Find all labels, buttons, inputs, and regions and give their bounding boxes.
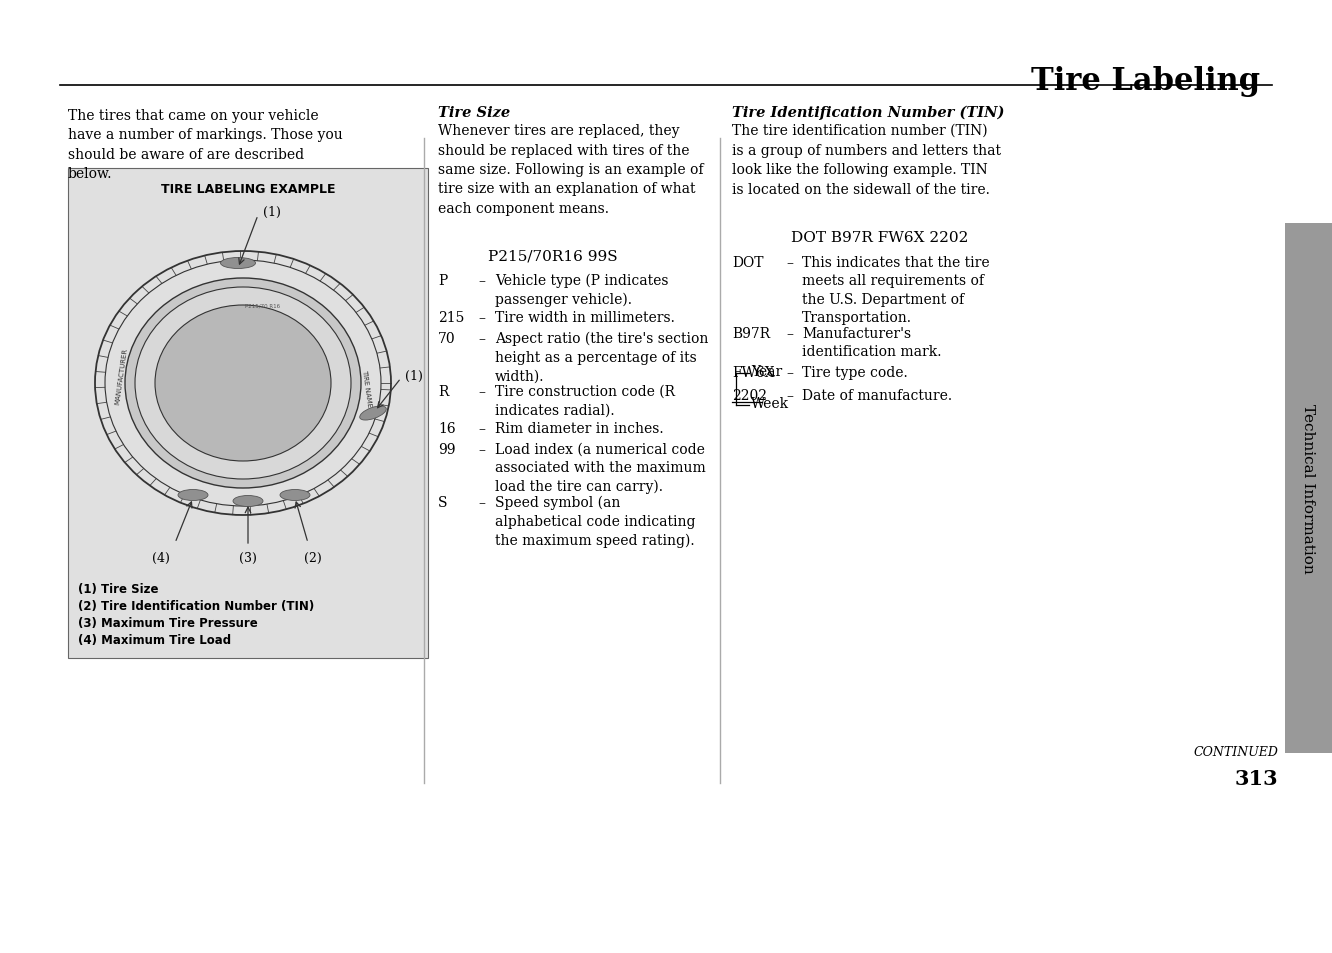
Text: –: – xyxy=(478,496,485,510)
Text: –: – xyxy=(786,255,793,270)
Text: 313: 313 xyxy=(1235,768,1277,788)
Ellipse shape xyxy=(360,407,386,420)
Text: (2) Tire Identification Number (TIN): (2) Tire Identification Number (TIN) xyxy=(79,599,314,613)
Text: –: – xyxy=(786,366,793,379)
Text: TIRE LABELING EXAMPLE: TIRE LABELING EXAMPLE xyxy=(161,183,336,195)
Text: 99: 99 xyxy=(438,442,456,456)
Text: 215: 215 xyxy=(438,311,465,325)
Text: Tire Labeling: Tire Labeling xyxy=(1031,66,1260,97)
Text: P215/70 R16: P215/70 R16 xyxy=(245,303,281,308)
Text: –: – xyxy=(786,389,793,402)
Text: P: P xyxy=(438,274,448,288)
Text: Tire type code.: Tire type code. xyxy=(802,366,907,379)
Text: The tires that came on your vehicle
have a number of markings. Those you
should : The tires that came on your vehicle have… xyxy=(68,109,342,181)
Ellipse shape xyxy=(233,496,262,507)
Ellipse shape xyxy=(155,306,330,461)
Text: Manufacturer's
identification mark.: Manufacturer's identification mark. xyxy=(802,327,942,359)
Text: (3) Maximum Tire Pressure: (3) Maximum Tire Pressure xyxy=(79,617,258,629)
Text: S: S xyxy=(438,496,448,510)
Text: 16: 16 xyxy=(438,421,456,436)
Text: –: – xyxy=(478,311,485,325)
Text: –: – xyxy=(478,332,485,346)
Text: (3): (3) xyxy=(238,552,257,564)
Ellipse shape xyxy=(135,288,352,479)
Bar xyxy=(68,169,428,659)
Text: Tire width in millimeters.: Tire width in millimeters. xyxy=(496,311,675,325)
Text: The tire identification number (TIN)
is a group of numbers and letters that
look: The tire identification number (TIN) is … xyxy=(733,124,1002,196)
Text: –: – xyxy=(478,442,485,456)
Text: Speed symbol (an
alphabetical code indicating
the maximum speed rating).: Speed symbol (an alphabetical code indic… xyxy=(496,496,695,547)
Text: R: R xyxy=(438,385,449,398)
Text: Vehicle type (P indicates
passenger vehicle).: Vehicle type (P indicates passenger vehi… xyxy=(496,274,669,307)
Text: (4): (4) xyxy=(152,552,170,564)
Text: Whenever tires are replaced, they
should be replaced with tires of the
same size: Whenever tires are replaced, they should… xyxy=(438,124,703,215)
Text: This indicates that the tire
meets all requirements of
the U.S. Department of
Tr: This indicates that the tire meets all r… xyxy=(802,255,990,325)
Text: B97R: B97R xyxy=(733,327,770,340)
Text: –: – xyxy=(478,274,485,288)
Text: FW6X: FW6X xyxy=(733,366,774,379)
Text: (1): (1) xyxy=(405,369,422,382)
Ellipse shape xyxy=(125,278,361,489)
Text: Date of manufacture.: Date of manufacture. xyxy=(802,389,952,402)
Text: –: – xyxy=(478,385,485,398)
Text: Tire Identification Number (TIN): Tire Identification Number (TIN) xyxy=(733,106,1004,120)
Text: –: – xyxy=(478,421,485,436)
Text: DOT B97R FW6X 2202: DOT B97R FW6X 2202 xyxy=(791,231,968,245)
Text: Tire construction code (R
indicates radial).: Tire construction code (R indicates radi… xyxy=(496,385,675,417)
Text: CONTINUED: CONTINUED xyxy=(1193,745,1277,759)
Text: 70: 70 xyxy=(438,332,456,346)
Text: Rim diameter in inches.: Rim diameter in inches. xyxy=(496,421,663,436)
Ellipse shape xyxy=(221,258,256,269)
Text: Tire Size: Tire Size xyxy=(438,106,510,120)
Text: MANUFACTURER: MANUFACTURER xyxy=(115,347,128,404)
Text: Aspect ratio (the tire's section
height as a percentage of its
width).: Aspect ratio (the tire's section height … xyxy=(496,332,709,383)
Text: (2): (2) xyxy=(304,552,322,564)
Text: DOT: DOT xyxy=(733,255,763,270)
Text: 2202: 2202 xyxy=(733,389,767,402)
Text: –: – xyxy=(786,327,793,340)
Text: TIRE NAME: TIRE NAME xyxy=(361,370,373,408)
Text: Load index (a numerical code
associated with the maximum
load the tire can carry: Load index (a numerical code associated … xyxy=(496,442,706,494)
Text: (1) Tire Size: (1) Tire Size xyxy=(79,582,159,596)
Text: P215/70R16 99S: P215/70R16 99S xyxy=(489,249,618,263)
Bar xyxy=(1285,224,1332,753)
Text: Year: Year xyxy=(751,365,782,378)
Ellipse shape xyxy=(280,490,310,501)
Text: (4) Maximum Tire Load: (4) Maximum Tire Load xyxy=(79,634,232,646)
Text: (1): (1) xyxy=(262,205,281,218)
Text: Technical Information: Technical Information xyxy=(1301,404,1315,574)
Ellipse shape xyxy=(178,490,208,501)
Text: Week: Week xyxy=(751,396,789,411)
